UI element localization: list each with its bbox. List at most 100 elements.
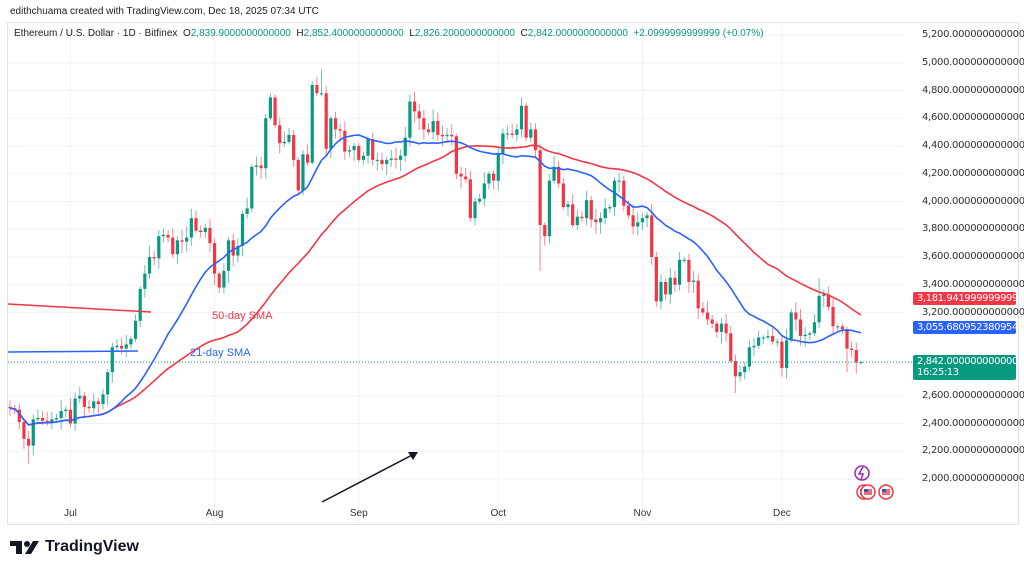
candle-down — [459, 173, 463, 177]
candle-up — [547, 180, 551, 237]
candle-up — [250, 166, 254, 209]
candle-up — [659, 281, 663, 302]
us-flag-canton — [864, 489, 868, 492]
candle-down — [343, 130, 347, 152]
candle-down — [87, 406, 91, 409]
low-value: 2,826.2000000000000 — [414, 28, 515, 39]
candle-down — [213, 243, 217, 274]
candle-up — [143, 273, 147, 289]
candle-up — [775, 341, 779, 343]
candle-up — [310, 84, 314, 163]
candle-up — [352, 146, 356, 151]
candle-up — [59, 411, 63, 418]
candle-down — [729, 333, 733, 362]
candle-up — [399, 155, 403, 160]
close-label: C — [520, 28, 528, 39]
candle-up — [236, 245, 240, 256]
candle-up — [515, 129, 519, 135]
candle-up — [505, 133, 510, 135]
sma50-price-tag: 3,181.9419999999992 — [913, 292, 1024, 305]
candle-up — [408, 101, 412, 138]
candle-down — [468, 179, 472, 219]
tradingview-logo-text: TradingView — [45, 538, 139, 555]
candle-up — [678, 259, 682, 285]
candle-down — [622, 180, 626, 206]
candle-up — [603, 208, 607, 219]
candle-down — [557, 166, 561, 184]
candle-up — [329, 118, 333, 149]
open-value: 2,839.9000000000000 — [190, 28, 291, 39]
drawn-horizontal-line-blue — [7, 350, 139, 353]
y-tick-label: 4,400.0000000000000 — [922, 140, 1024, 151]
candle-down — [794, 312, 798, 320]
candle-down — [152, 257, 156, 259]
candle-down — [82, 395, 86, 407]
candle-up — [185, 237, 189, 242]
candle-down — [854, 349, 858, 363]
candle-down — [231, 240, 235, 256]
candle-up — [612, 180, 617, 208]
candle-down — [171, 237, 175, 255]
y-tick-label: 4,600.0000000000000 — [922, 112, 1024, 124]
candle-up — [473, 201, 477, 219]
candle-up — [110, 347, 114, 373]
candle-down — [710, 319, 714, 324]
candle-up — [282, 141, 286, 144]
high-value: 2,852.4000000000000 — [303, 28, 404, 39]
candle-up — [138, 288, 142, 321]
candle-up — [766, 336, 770, 338]
candle-up — [529, 129, 533, 138]
y-tick-label: 3,400.0000000000000 — [922, 278, 1024, 290]
chart-frame[interactable] — [7, 22, 1019, 525]
candle-up — [203, 227, 207, 233]
candle-down — [324, 93, 328, 149]
candle-down — [454, 136, 458, 174]
candle-down — [510, 133, 514, 135]
candle-down — [436, 121, 440, 135]
candle-up — [254, 165, 259, 167]
candle-down — [292, 134, 296, 160]
candle-up — [92, 401, 96, 409]
candle-down — [845, 329, 849, 349]
candle-down — [831, 306, 835, 327]
candle-down — [426, 129, 431, 133]
y-tick-label: 4,000.0000000000000 — [922, 195, 1024, 207]
candle-up — [375, 159, 379, 161]
candle-down — [715, 323, 719, 332]
candle-down — [45, 420, 49, 423]
y-tick-label: 3,600.0000000000000 — [922, 251, 1024, 262]
drawn-trendline-red — [7, 303, 152, 313]
candle-up — [431, 121, 435, 133]
bar-countdown: 16:25:13 — [917, 367, 959, 378]
symbol-legend: Ethereum / U.S. Dollar · 1D · Bitfinex O… — [14, 28, 764, 39]
candle-down — [673, 277, 677, 285]
candle-down — [17, 409, 21, 423]
x-tick-label: Sep — [349, 508, 368, 519]
candle-down — [166, 234, 170, 238]
candle-down — [580, 216, 584, 219]
candle-up — [264, 118, 268, 169]
candle-down — [412, 101, 417, 112]
candle-up — [245, 208, 249, 214]
candle-down — [664, 281, 668, 295]
candle-down — [380, 159, 384, 165]
candle-down — [199, 230, 203, 233]
candle-down — [533, 129, 538, 151]
candle-up — [226, 240, 231, 271]
x-tick-label: Nov — [633, 508, 652, 519]
candle-up — [478, 198, 482, 202]
candle-up — [301, 154, 305, 191]
candle-up — [789, 312, 793, 341]
candle-up — [106, 372, 110, 395]
candle-down — [22, 422, 26, 439]
candle-down — [631, 215, 635, 227]
candle-up — [598, 218, 603, 223]
candle-down — [357, 146, 361, 160]
x-tick-label: Aug — [205, 508, 224, 519]
candle-down — [259, 165, 263, 169]
candle-down — [394, 158, 398, 160]
tradingview-logo[interactable]: TradingView — [10, 538, 139, 556]
candle-down — [654, 257, 658, 302]
candle-up — [189, 218, 193, 238]
